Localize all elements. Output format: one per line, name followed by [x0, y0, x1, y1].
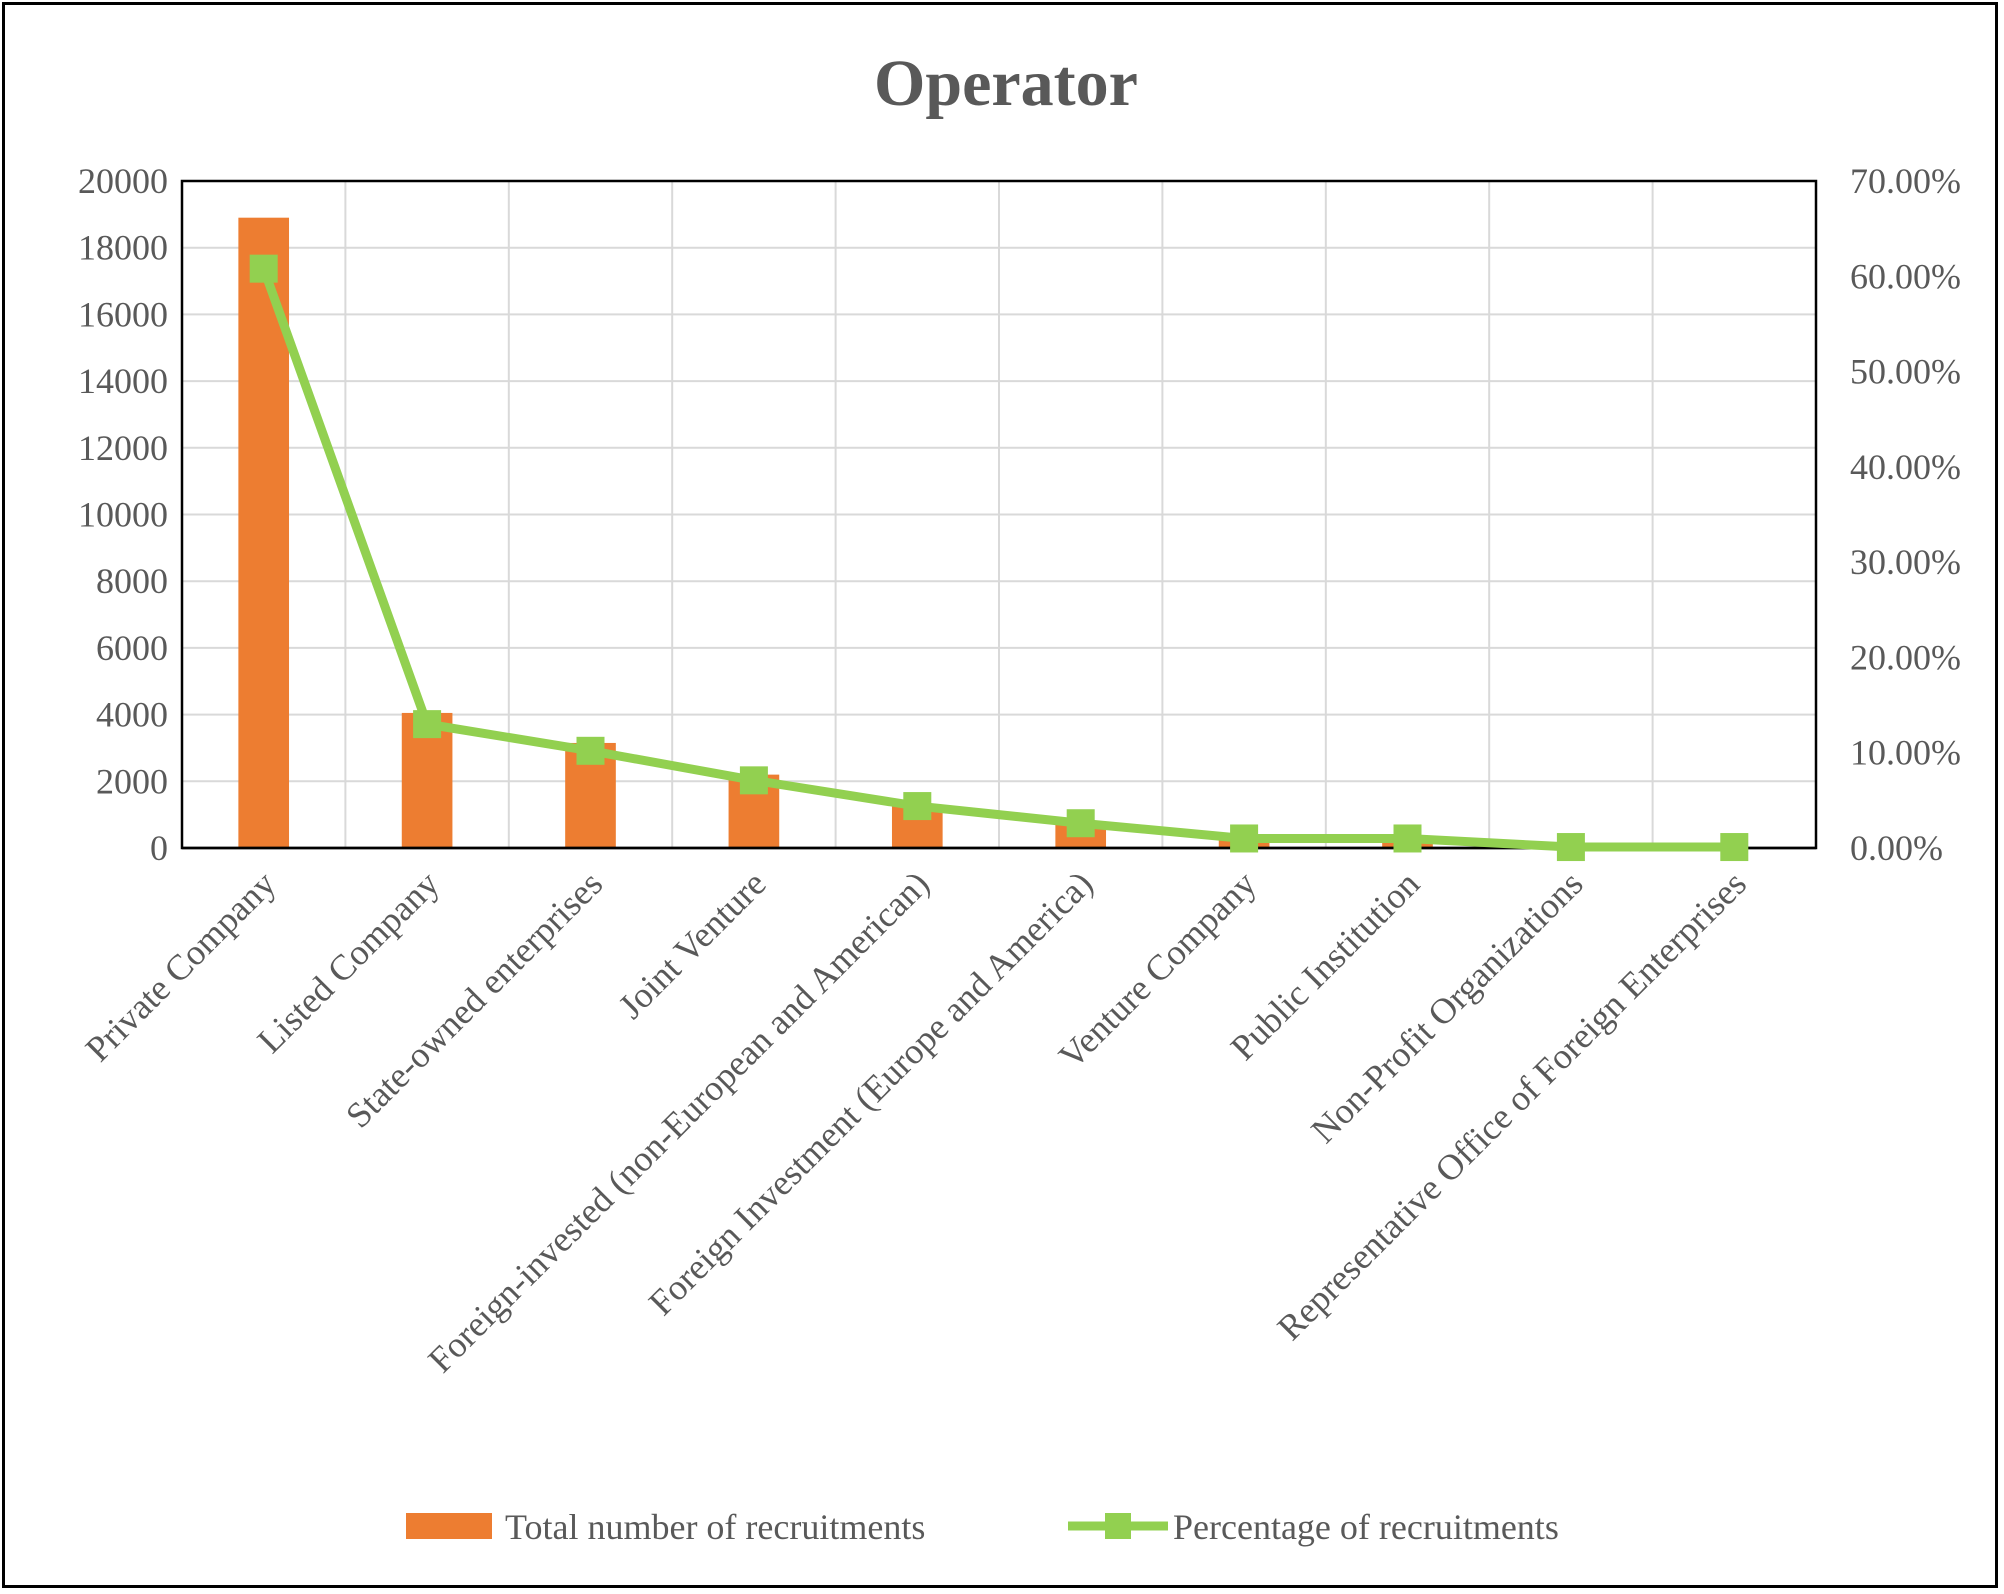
line-point: [249, 254, 278, 283]
percentage-line: [259, 267, 1735, 852]
line-point: [1393, 824, 1422, 853]
category-label: Non-Profit Organizations: [1303, 863, 1590, 1150]
y-left-tick-label: 12000: [78, 428, 168, 468]
line-point: [903, 792, 932, 821]
y-right-tick-label: 70.00%: [1850, 161, 1961, 201]
category-label: Private Company: [78, 863, 284, 1069]
chart-title: Operator: [874, 47, 1138, 120]
y-left-tick-label: 20000: [78, 161, 168, 201]
y-right-tick-label: 50.00%: [1850, 352, 1961, 392]
y-left-tick-label: 2000: [96, 761, 168, 801]
legend: Total number of recruitments Percentage …: [406, 1507, 1559, 1547]
line-point: [1720, 833, 1749, 862]
y-right-tick-label: 10.00%: [1850, 733, 1961, 773]
y-right-tick-label: 60.00%: [1850, 256, 1961, 296]
legend-label-line: Percentage of recruitments: [1173, 1507, 1559, 1547]
line-series: [249, 254, 1749, 862]
bar-series: [182, 217, 1816, 850]
line-point: [576, 736, 605, 765]
right-axis-ticks: 0.00% 10.00% 20.00% 30.00% 40.00% 50.00% 60.00…: [1850, 161, 1961, 868]
line-point: [739, 766, 768, 795]
line-point: [1066, 809, 1095, 838]
legend-swatch-bars: [406, 1513, 492, 1539]
y-right-tick-label: 40.00%: [1850, 447, 1961, 487]
y-left-tick-label: 10000: [78, 495, 168, 535]
y-left-tick-label: 8000: [96, 561, 168, 601]
line-point: [413, 710, 442, 739]
y-right-tick-label: 0.00%: [1850, 828, 1943, 868]
legend-label-bars: Total number of recruitments: [505, 1507, 925, 1547]
y-right-tick-label: 30.00%: [1850, 542, 1961, 582]
left-axis-ticks: 0 2000 4000 6000 8000 10000 12000 14000 16000 180…: [78, 161, 168, 868]
y-left-tick-label: 18000: [78, 228, 168, 268]
category-label: Joint Venture: [611, 863, 774, 1026]
line-point: [1230, 824, 1259, 853]
combo-chart: Operator 0 2000 4000 6000 8000 10000 12000 1400…: [78, 47, 1961, 1547]
legend-swatch-marker: [1105, 1513, 1131, 1539]
y-left-tick-label: 4000: [96, 695, 168, 735]
line-point: [1556, 833, 1585, 862]
y-left-tick-label: 16000: [78, 294, 168, 334]
plot-area: [180, 179, 1818, 850]
y-left-tick-label: 14000: [78, 361, 168, 401]
y-left-tick-label: 6000: [96, 628, 168, 668]
y-left-tick-label: 0: [150, 828, 168, 868]
y-right-tick-label: 20.00%: [1850, 637, 1961, 677]
